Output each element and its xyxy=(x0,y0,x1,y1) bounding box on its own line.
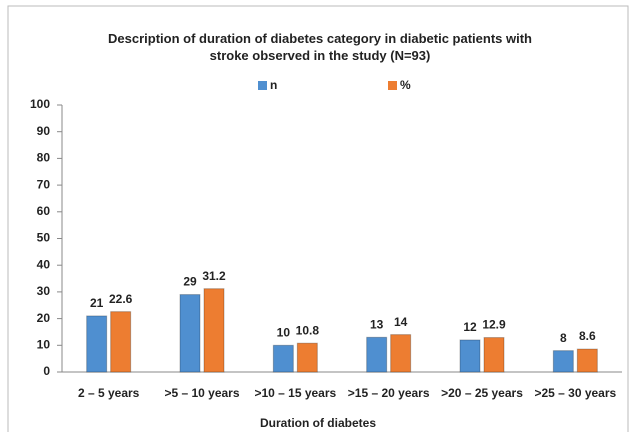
chart-title: Description of duration of diabetes cate… xyxy=(108,31,532,63)
x-tick-label: >25 – 30 years xyxy=(534,386,616,400)
x-tick-label: 2 – 5 years xyxy=(78,386,140,400)
y-tick-label: 40 xyxy=(37,257,51,271)
x-tick-label: >10 – 15 years xyxy=(254,386,336,400)
y-tick-label: 100 xyxy=(30,97,50,111)
data-label: 12 xyxy=(463,320,477,334)
bar xyxy=(459,339,481,373)
x-axis-label: Duration of diabetes xyxy=(260,416,376,430)
bar xyxy=(203,288,225,373)
x-tick-label: >20 – 25 years xyxy=(441,386,523,400)
data-label: 12.9 xyxy=(482,318,506,332)
bar xyxy=(483,337,505,373)
y-tick-label: 80 xyxy=(37,151,51,165)
legend-label: % xyxy=(400,78,411,92)
data-label: 13 xyxy=(370,317,384,331)
y-tick-label: 60 xyxy=(37,204,51,218)
y-tick-label: 0 xyxy=(43,364,50,378)
x-tick-label: >15 – 20 years xyxy=(348,386,430,400)
y-tick-label: 70 xyxy=(37,177,51,191)
bar xyxy=(110,311,132,373)
data-label: 31.2 xyxy=(202,269,226,283)
y-tick-label: 10 xyxy=(37,337,51,351)
data-label: 29 xyxy=(183,275,197,289)
bar xyxy=(272,344,294,373)
y-tick-label: 30 xyxy=(37,284,51,298)
bar xyxy=(296,342,318,373)
data-label: 14 xyxy=(394,315,408,329)
x-tick-label: >5 – 10 years xyxy=(164,386,239,400)
legend-label: n xyxy=(270,78,277,92)
bar xyxy=(86,315,108,373)
data-label: 10.8 xyxy=(296,323,320,337)
legend-swatch xyxy=(388,81,397,90)
y-tick-label: 50 xyxy=(37,231,51,245)
bar xyxy=(552,350,574,373)
data-label: 8.6 xyxy=(579,329,596,343)
legend-swatch xyxy=(258,81,267,90)
bar xyxy=(366,336,388,373)
bar xyxy=(576,348,598,373)
y-tick-label: 20 xyxy=(37,311,51,325)
bar xyxy=(179,294,201,373)
data-label: 10 xyxy=(277,325,291,339)
data-label: 8 xyxy=(560,331,567,345)
data-label: 22.6 xyxy=(109,292,133,306)
data-label: 21 xyxy=(90,296,104,310)
y-tick-label: 90 xyxy=(37,124,51,138)
bar xyxy=(390,334,412,373)
